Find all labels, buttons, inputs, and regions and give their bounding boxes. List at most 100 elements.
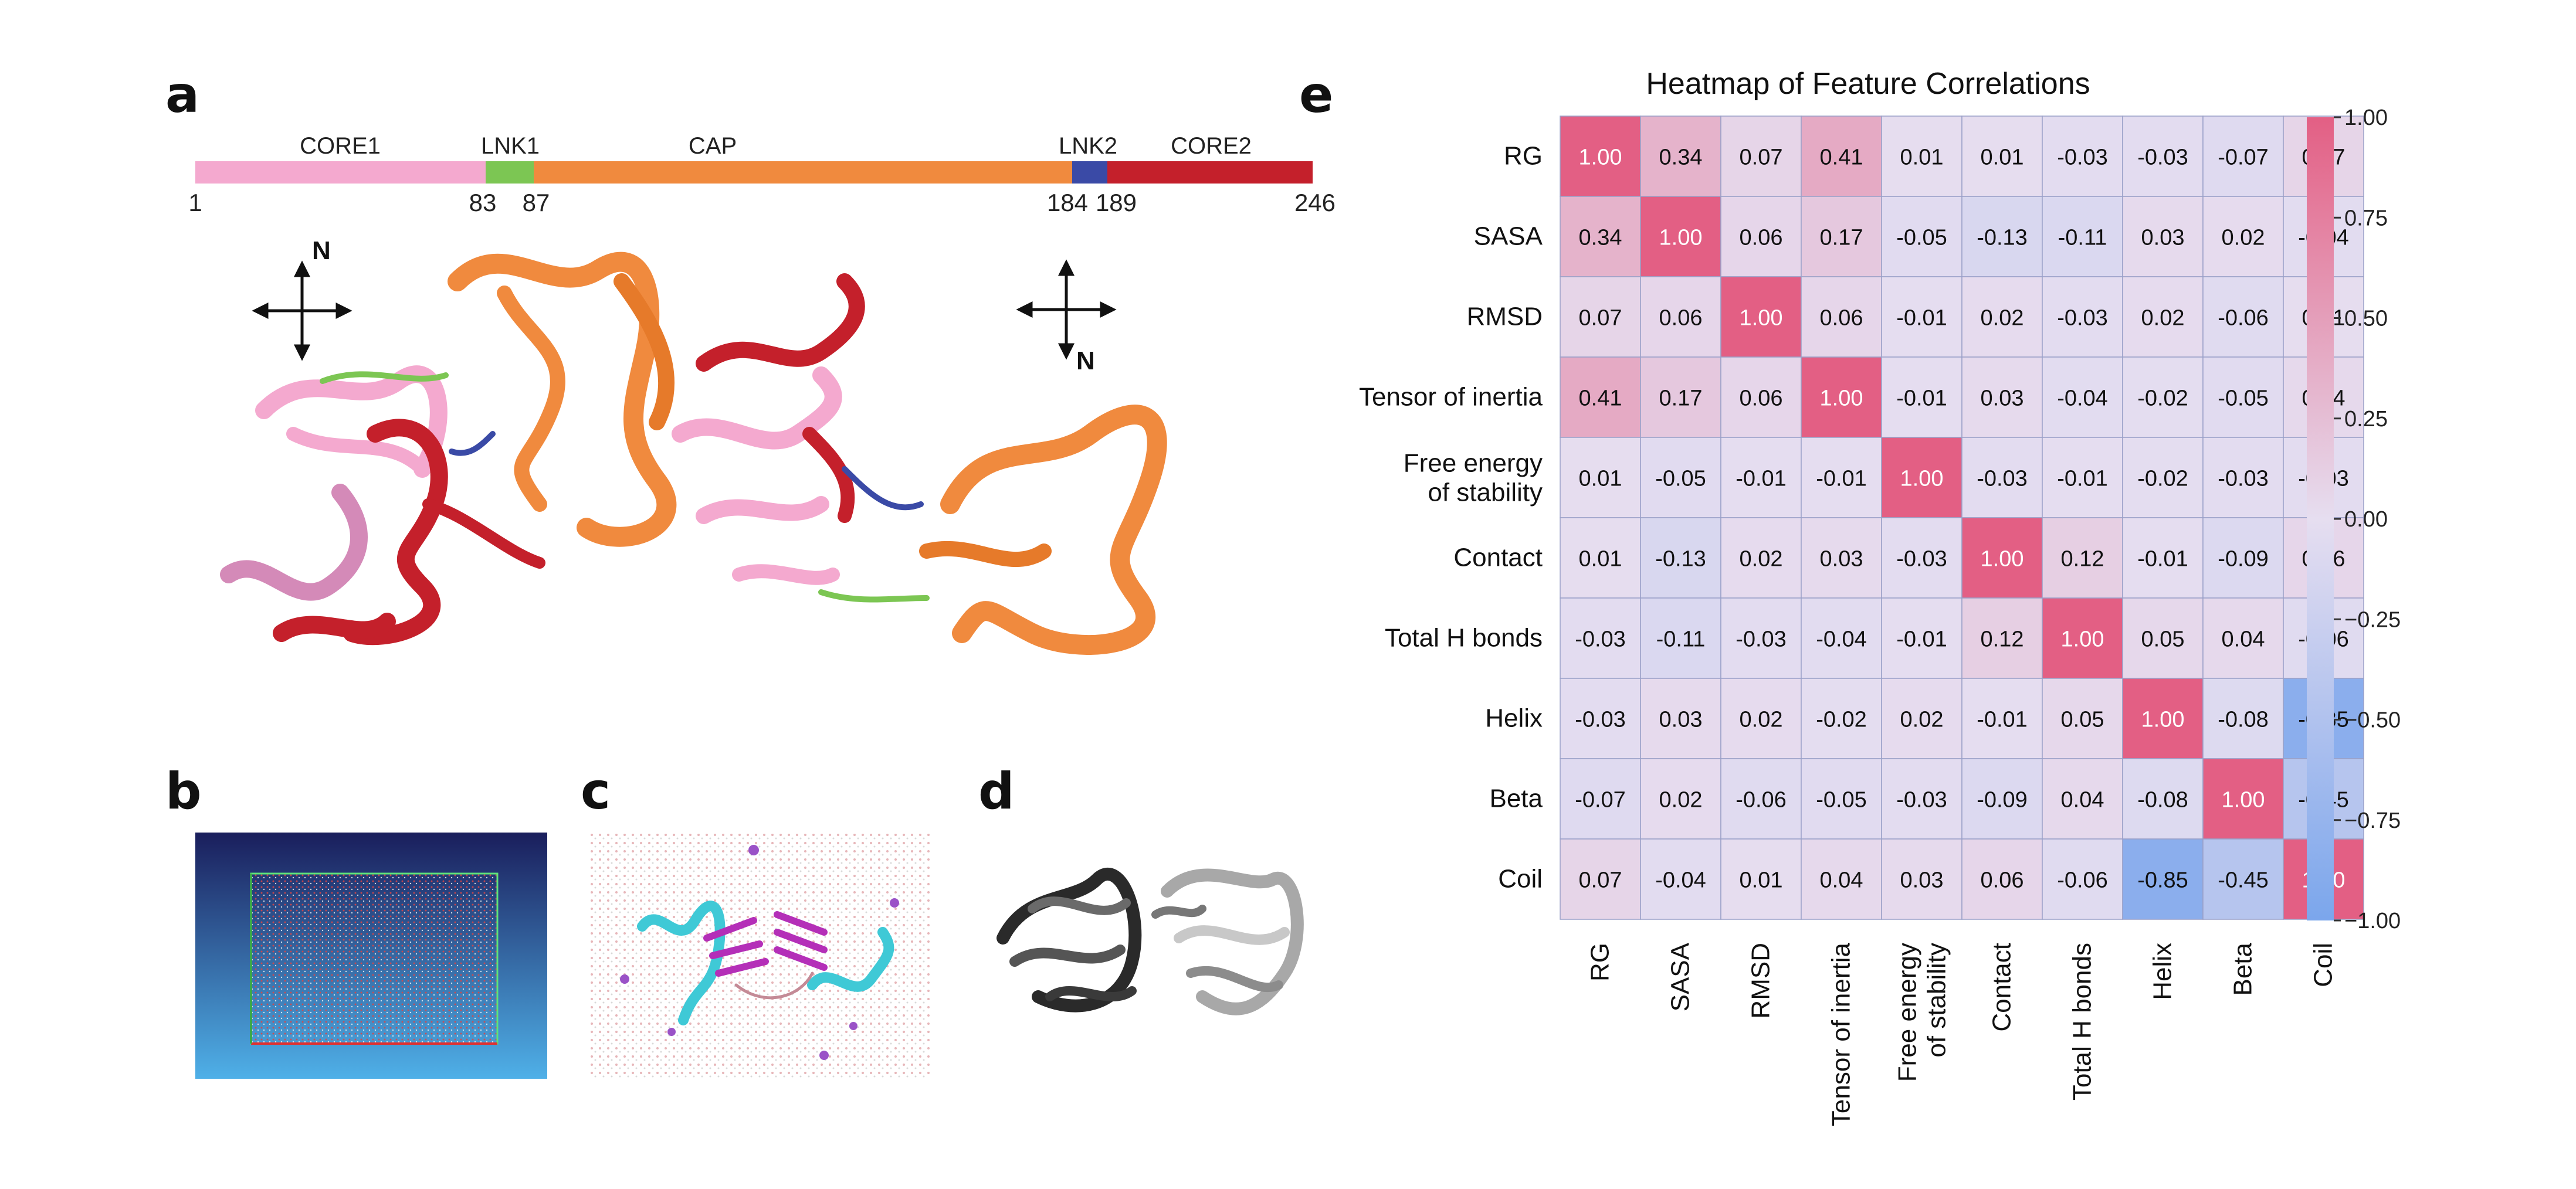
heatmap-cell bbox=[2202, 437, 2284, 518]
heatmap-cell bbox=[1640, 115, 1721, 197]
heatmap-cell-value: -0.03 bbox=[1575, 627, 1626, 652]
heatmap-row-label: Total H bonds bbox=[1385, 624, 1543, 653]
heatmap-cell bbox=[1720, 838, 1802, 920]
panel-d-superposed-structures bbox=[996, 868, 1304, 1015]
heatmap-row-label: SASA bbox=[1474, 222, 1543, 251]
heatmap-cell-value: -0.11 bbox=[2058, 226, 2107, 250]
heatmap-cell-value: -0.01 bbox=[2137, 547, 2188, 572]
heatmap-cell bbox=[1640, 597, 1721, 679]
heatmap-cell-value: -0.01 bbox=[1977, 708, 2028, 732]
colorbar-tick-label: 0.75 bbox=[2344, 206, 2388, 230]
heatmap-cell-value: 1.00 bbox=[1659, 226, 1703, 250]
heatmap-cell bbox=[1560, 276, 1641, 358]
heatmap-cell bbox=[1640, 758, 1721, 840]
heatmap-row-label: Coil bbox=[1498, 865, 1543, 894]
heatmap-cell-value: 0.03 bbox=[1659, 708, 1703, 732]
colorbar: 1.00 0.75 0.50 0.25 0.00 −0.25 −0.50 −0.75 −1.00 bbox=[2307, 106, 2401, 933]
heatmap-cell-value: -0.03 bbox=[2137, 145, 2188, 170]
panel-label-a: a bbox=[165, 66, 200, 124]
heatmap-col-label: Tensor of inertia bbox=[1827, 942, 1856, 1126]
heatmap-cell bbox=[1881, 115, 1962, 197]
panel-label-e: e bbox=[1299, 66, 1334, 124]
heatmap-cell bbox=[1961, 196, 2043, 277]
colorbar-tick-label: 0.50 bbox=[2344, 307, 2388, 331]
heatmap-cell-value: 0.01 bbox=[1579, 467, 1622, 491]
heatmap-cell bbox=[2042, 758, 2123, 840]
heatmap-cell-value: 0.03 bbox=[1900, 868, 1944, 893]
heatmap-cell-value: -0.85 bbox=[2137, 868, 2188, 893]
panel-label-c: c bbox=[581, 762, 611, 821]
heatmap-col-labels: RG SASA RMSD Tensor of inertia Free energyof… bbox=[1586, 942, 2338, 1126]
heatmap-cell-value: -0.05 bbox=[1655, 467, 1706, 491]
colorbar-tick-label: −0.50 bbox=[2344, 708, 2401, 733]
heatmap-cell-value: -0.01 bbox=[1896, 386, 1947, 411]
correlation-heatmap: Heatmap of Feature Correlations 1.00 0.34… bbox=[1359, 67, 2401, 1126]
heatmap-cell bbox=[2122, 356, 2204, 438]
protein-structure-left bbox=[220, 252, 677, 646]
heatmap-cell bbox=[1560, 196, 1641, 277]
heatmap-cell-value: -0.06 bbox=[1736, 788, 1787, 813]
heatmap-cell bbox=[1961, 437, 2043, 518]
heatmap-cell-value: -0.03 bbox=[2057, 145, 2108, 170]
heatmap-cell-value: 0.12 bbox=[1981, 627, 2024, 652]
heatmap-cell bbox=[1560, 758, 1641, 840]
heatmap-cell bbox=[2202, 597, 2284, 679]
colorbar-tick-label: 0.25 bbox=[2344, 407, 2388, 432]
heatmap-cell bbox=[2122, 196, 2204, 277]
colorbar-tick-label: −1.00 bbox=[2344, 909, 2401, 933]
domain-lnk2-bar bbox=[1072, 161, 1107, 184]
heatmap-cell-value: -0.13 bbox=[1655, 547, 1706, 572]
heatmap-col-label: Contact bbox=[1988, 943, 2016, 1032]
heatmap-cell-value: -0.45 bbox=[2218, 868, 2269, 893]
compass-right-label: N bbox=[1076, 346, 1095, 375]
heatmap-cell bbox=[1560, 115, 1641, 197]
heatmap-col-label: Free energyof stability bbox=[1893, 943, 1951, 1082]
heatmap-cell bbox=[1801, 678, 1882, 759]
compass-left-label: N bbox=[312, 236, 331, 265]
heatmap-cell-value: -0.04 bbox=[2057, 386, 2108, 411]
heatmap-cell bbox=[1961, 597, 2043, 679]
heatmap-cell bbox=[2202, 356, 2284, 438]
heatmap-cell-value: 0.05 bbox=[2141, 627, 2185, 652]
heatmap-cell bbox=[1640, 276, 1721, 358]
domain-label-core2: CORE2 bbox=[1171, 133, 1252, 159]
heatmap-cell-value: 0.06 bbox=[1740, 226, 1783, 250]
heatmap-cell-value: 1.00 bbox=[1579, 145, 1622, 170]
heatmap-cell bbox=[2042, 196, 2123, 277]
heatmap-cell-value: -0.06 bbox=[2218, 306, 2269, 331]
heatmap-cell bbox=[1881, 838, 1962, 920]
heatmap-cell-value: 0.34 bbox=[1579, 226, 1622, 250]
heatmap-cell-value: 0.01 bbox=[1579, 547, 1622, 572]
heatmap-cell bbox=[1640, 196, 1721, 277]
compass-right bbox=[1016, 259, 1117, 360]
heatmap-cell bbox=[1881, 196, 1962, 277]
heatmap-cell bbox=[1801, 437, 1882, 518]
heatmap-cell bbox=[2202, 517, 2284, 599]
heatmap-cell bbox=[2042, 115, 2123, 197]
heatmap-cell-value: 0.04 bbox=[1820, 868, 1863, 893]
heatmap-cell-value: -0.08 bbox=[2137, 788, 2188, 813]
heatmap-cell bbox=[1640, 356, 1721, 438]
heatmap-cell bbox=[1961, 517, 2043, 599]
heatmap-cell bbox=[1961, 678, 2043, 759]
heatmap-cells: 1.00 0.34 0.07 0.41 0.01 0.01 -0.03 -0.03 -0.07 0… bbox=[1560, 115, 2364, 920]
heatmap-cell bbox=[1801, 276, 1882, 358]
heatmap-cell-value: 0.07 bbox=[1740, 145, 1783, 170]
heatmap-cell bbox=[1801, 517, 1882, 599]
heatmap-cell-value: 0.01 bbox=[1740, 868, 1783, 893]
heatmap-cell-value: -0.03 bbox=[2218, 467, 2269, 491]
heatmap-col-label: Helix bbox=[2148, 943, 2177, 1000]
heatmap-cell bbox=[1801, 838, 1882, 920]
heatmap-cell bbox=[1881, 758, 1962, 840]
heatmap-cell bbox=[2122, 276, 2204, 358]
heatmap-col-label: Coil bbox=[2309, 943, 2338, 987]
panel-a-figure: CORE1 LNK1 CAP LNK2 CORE2 1 83 87 184 18… bbox=[188, 133, 1336, 655]
heatmap-cell bbox=[1881, 356, 1962, 438]
heatmap-cell bbox=[2042, 597, 2123, 679]
heatmap-cell-value: -0.03 bbox=[1896, 547, 1947, 572]
heatmap-cell bbox=[2202, 196, 2284, 277]
heatmap-cell-value: 0.05 bbox=[2061, 708, 2104, 732]
domain-lnk1-bar bbox=[486, 161, 534, 184]
heatmap-cell-value: -0.01 bbox=[1816, 467, 1867, 491]
heatmap-cell-value: 0.06 bbox=[1981, 868, 2024, 893]
